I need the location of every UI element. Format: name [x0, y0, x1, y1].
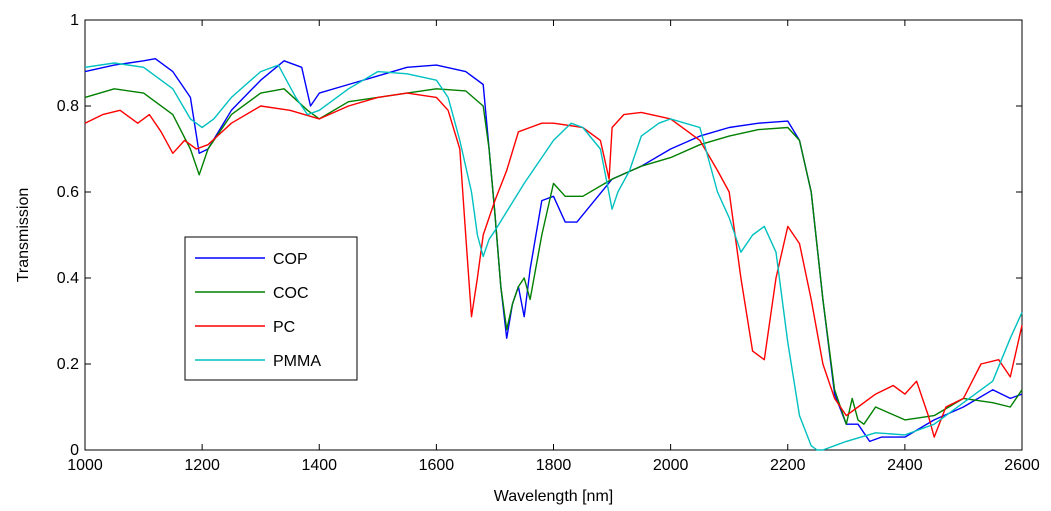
x-tick-label: 2000 [653, 457, 689, 474]
x-tick-label: 1200 [184, 457, 220, 474]
legend: COP COC PC PMMA [184, 236, 358, 381]
y-axis-title: Transmission [15, 188, 32, 283]
series-line-pmma [84, 62, 1023, 451]
y-tick-label: 0.6 [57, 184, 79, 201]
x-axis: 1000 1200 1400 1600 1800 2000 2200 2400 2600 [67, 20, 1040, 474]
plot-area [84, 19, 1023, 451]
legend-box [184, 236, 358, 381]
y-tick-label: 1 [70, 12, 79, 29]
series-layer [84, 58, 1023, 451]
x-axis-title: Wavelength [nm] [494, 488, 613, 505]
series-line-cop [84, 58, 1023, 443]
y-tick-label: 0.8 [57, 98, 79, 115]
legend-label-cop: COP [273, 251, 308, 268]
y-tick-label: 0.2 [57, 356, 79, 373]
x-tick-label: 1400 [301, 457, 337, 474]
y-tick-label: 0.4 [57, 270, 79, 287]
x-tick-label: 2600 [1004, 457, 1040, 474]
legend-label-pc: PC [273, 319, 295, 336]
y-axis: 0 0.2 0.4 0.6 0.8 1 [57, 12, 1022, 459]
x-tick-label: 1600 [419, 457, 455, 474]
legend-label-coc: COC [273, 285, 309, 302]
x-tick-label: 1000 [67, 457, 103, 474]
series-line-pc [84, 92, 1023, 438]
legend-label-pmma: PMMA [273, 353, 321, 370]
x-tick-label: 2400 [887, 457, 923, 474]
y-tick-label: 0 [70, 442, 79, 459]
x-tick-label: 2200 [770, 457, 806, 474]
x-tick-label: 1800 [536, 457, 572, 474]
